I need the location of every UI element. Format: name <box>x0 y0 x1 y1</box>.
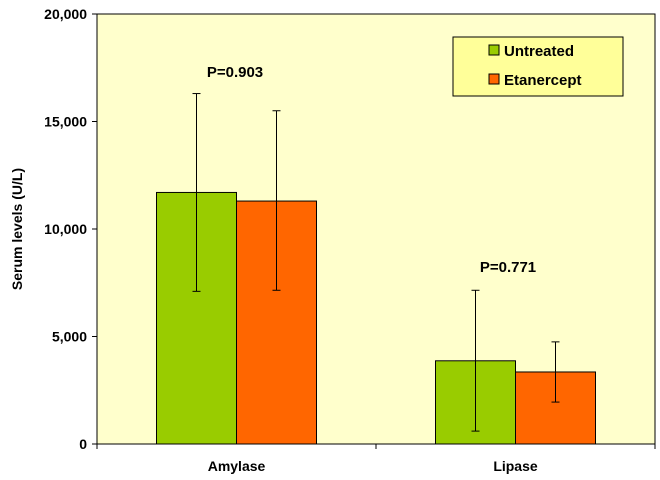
legend-label-untreated: Untreated <box>504 43 574 60</box>
y-tick-label: 5,000 <box>52 329 87 345</box>
legend-swatch-untreated <box>488 44 500 56</box>
bars-layer <box>156 93 596 445</box>
y-tick-label: 20,000 <box>44 6 87 22</box>
x-tick-label: Amylase <box>208 458 266 474</box>
x-tick-label: Lipase <box>493 458 538 474</box>
y-tick-label: 10,000 <box>44 221 87 237</box>
p-value-amylase: P=0.903 <box>207 64 263 81</box>
legend-label-etanercept: Etanercept <box>504 72 582 89</box>
p-value-lipase: P=0.771 <box>480 259 536 276</box>
axes-layer: 0 5,000 10,000 15,000 20,000 Amylase Lipase <box>44 6 656 474</box>
y-tick-label: 0 <box>79 436 87 452</box>
legend-box <box>452 36 624 97</box>
legend-swatch-etanercept <box>488 73 500 85</box>
y-axis-title: Serum levels (U/L) <box>9 168 25 290</box>
y-tick-label: 15,000 <box>44 114 87 130</box>
legend: Untreated Etanercept <box>452 36 624 97</box>
